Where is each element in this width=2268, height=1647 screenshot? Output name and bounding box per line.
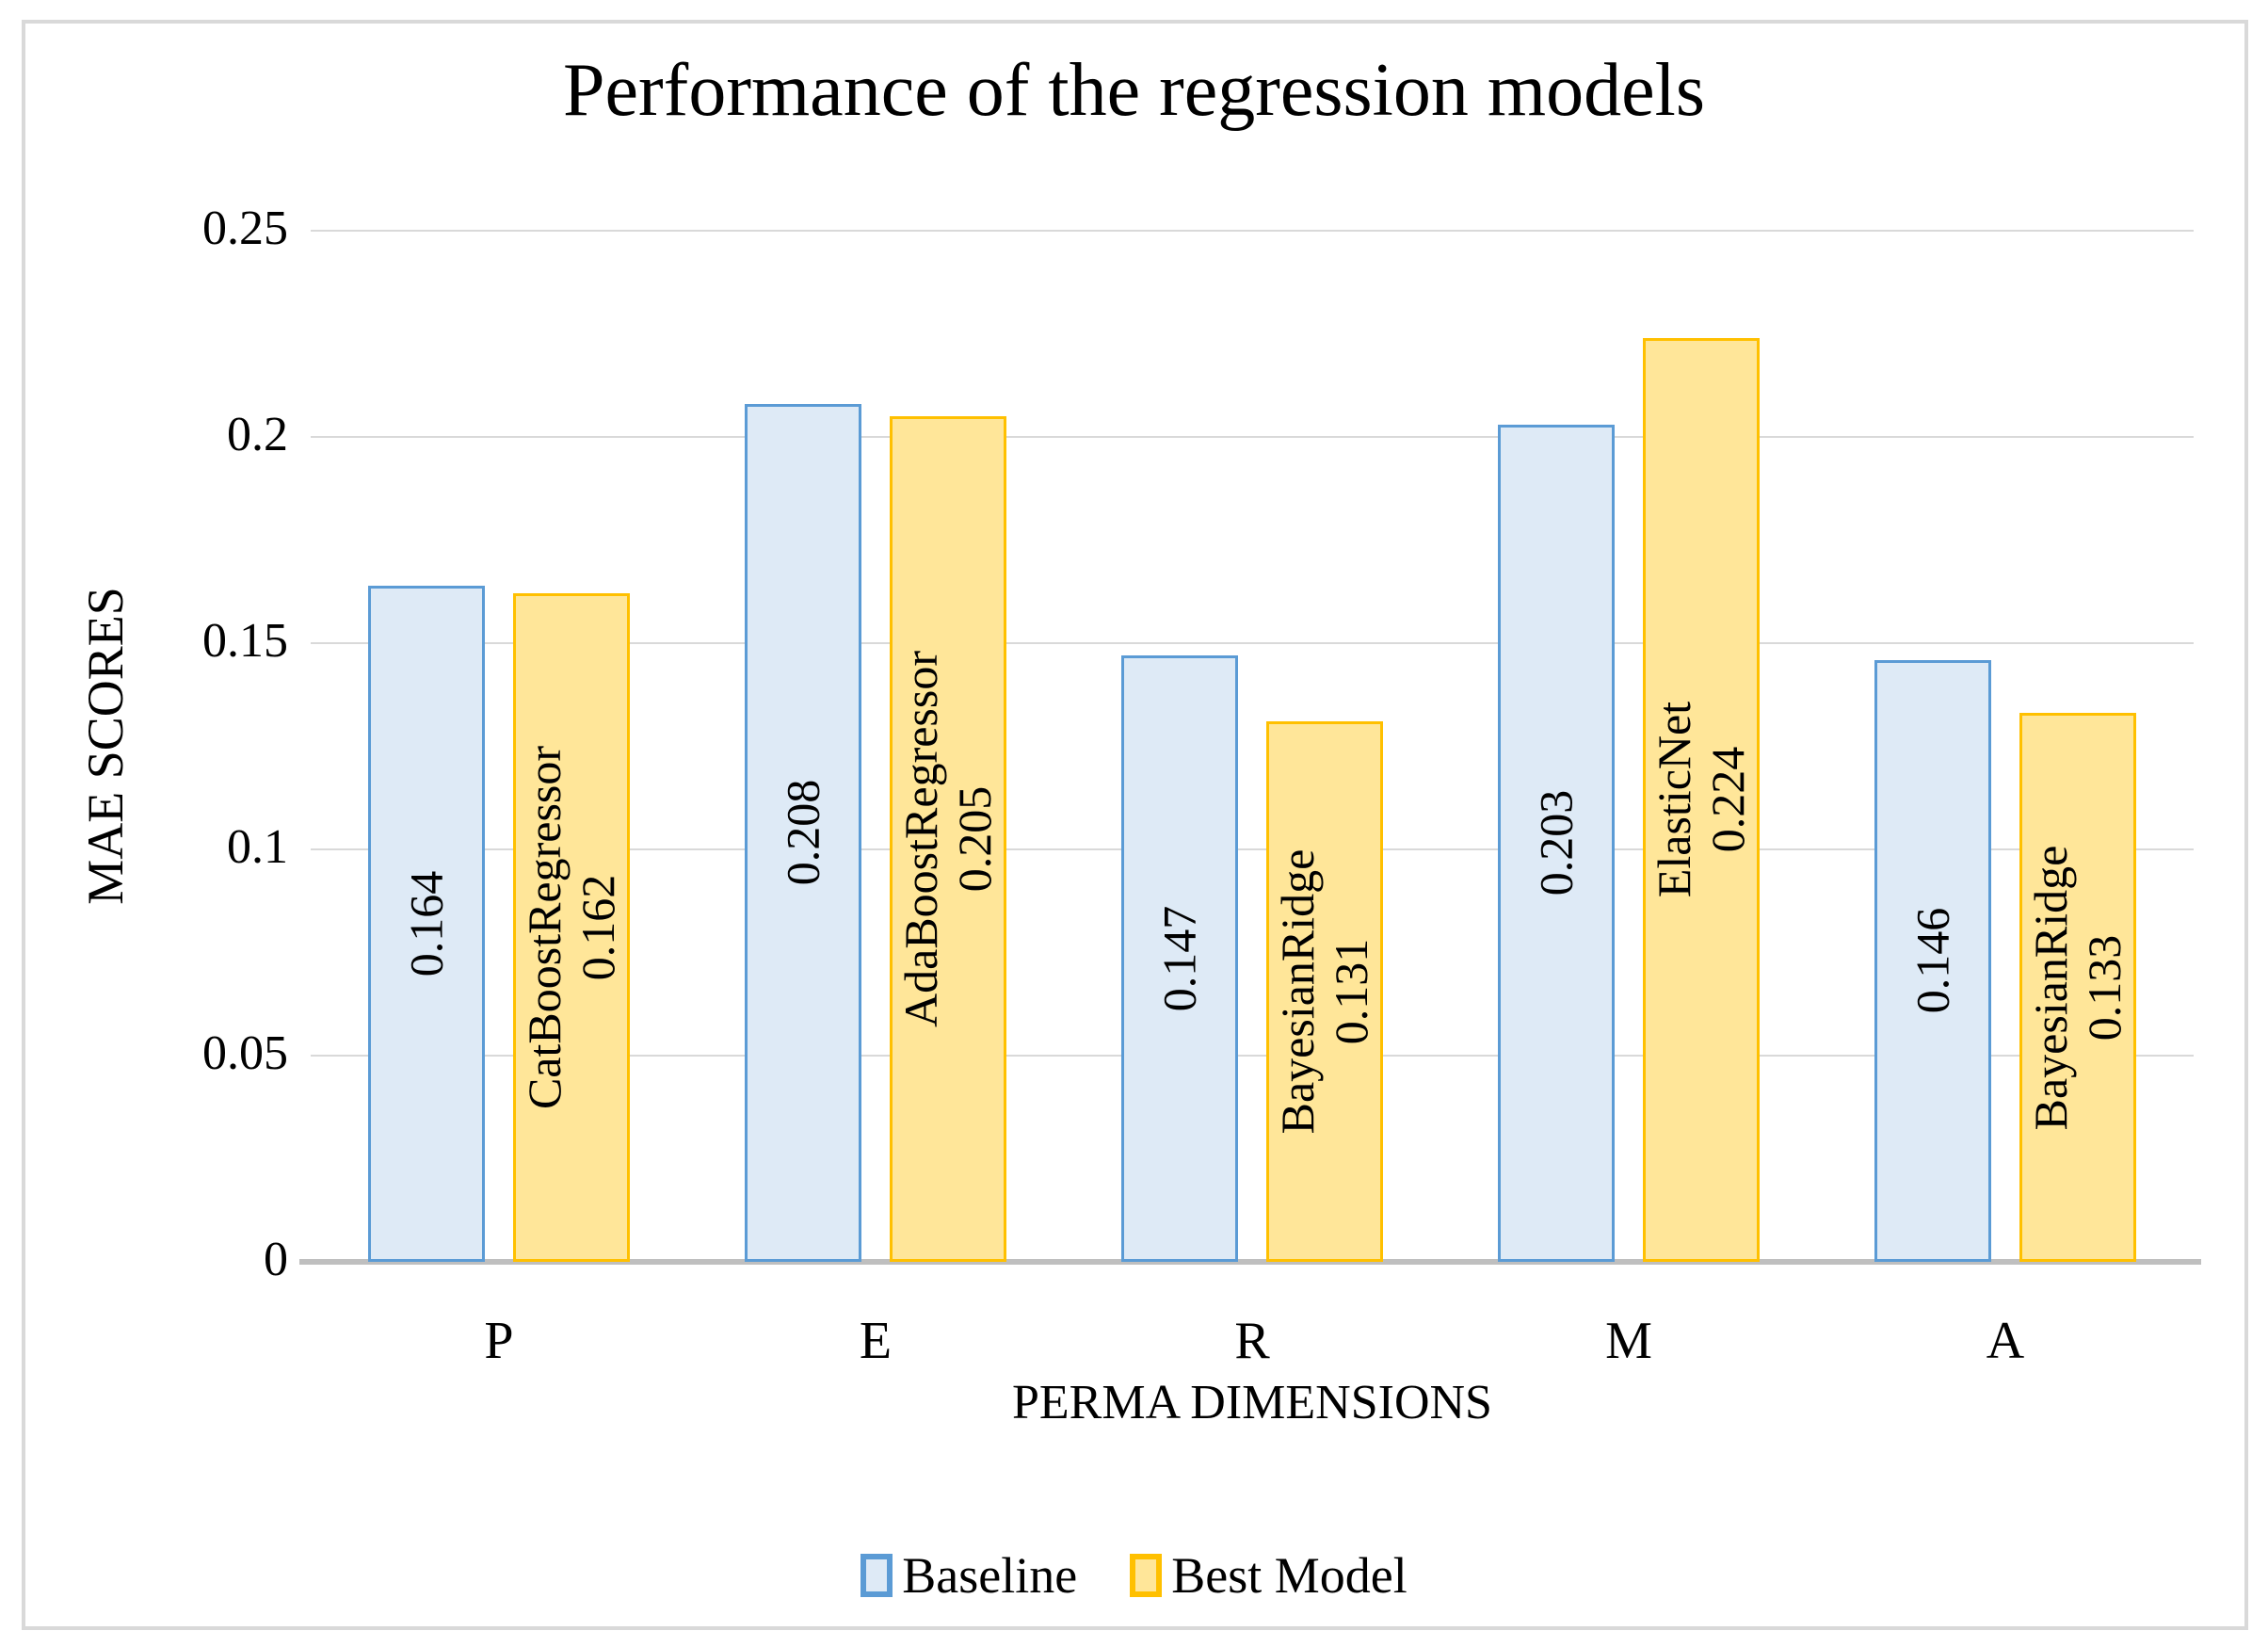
bar-label-M-1: ElasticNet 0.224 <box>1648 702 1755 897</box>
bar-baseline-E: 0.208 <box>745 403 861 1262</box>
bar-label-P-0: 0.164 <box>400 871 454 977</box>
bar-label-P-1: CatBoostRegressor 0.162 <box>518 746 625 1109</box>
bar-label-A-1: BayesianRidge 0.133 <box>2024 845 2131 1130</box>
category-label-A: A <box>1986 1312 2025 1370</box>
bar-label-line: ElasticNet <box>1648 702 1700 898</box>
bar-best-model-E: AdaBoostRegressor 0.205 <box>890 416 1006 1262</box>
category-label-M: M <box>1605 1312 1652 1370</box>
y-tick-label-0.05: 0.05 <box>202 1026 288 1081</box>
bar-label-line: 0.162 <box>571 874 624 981</box>
bar-label-A-0: 0.146 <box>1906 908 1960 1014</box>
bar-label-line: BayesianRidge <box>2024 845 2077 1131</box>
chart-frame <box>22 20 2248 1630</box>
bar-baseline-A: 0.146 <box>1874 659 1991 1262</box>
bar-best-model-P: CatBoostRegressor 0.162 <box>513 593 630 1262</box>
bar-best-model-R: BayesianRidge 0.131 <box>1266 721 1383 1262</box>
legend: Baseline Best Model <box>0 1546 2268 1605</box>
y-tick-label-0.15: 0.15 <box>202 614 288 669</box>
category-label-P: P <box>484 1312 514 1370</box>
bar-label-line: 0.146 <box>1906 908 1959 1014</box>
bar-best-model-A: BayesianRidge 0.133 <box>2019 713 2136 1262</box>
gridline-0.15 <box>311 642 2194 644</box>
bar-label-line: 0.203 <box>1529 790 1583 896</box>
bar-baseline-R: 0.147 <box>1121 655 1238 1262</box>
bar-baseline-P: 0.164 <box>368 585 485 1262</box>
bar-label-line: 0.131 <box>1325 938 1377 1045</box>
gridline-0.05 <box>311 1055 2194 1057</box>
bar-best-model-M: ElasticNet 0.224 <box>1643 337 1760 1262</box>
bar-baseline-M: 0.203 <box>1498 424 1615 1262</box>
legend-label-best-model: Best Model <box>1171 1547 1407 1604</box>
bar-label-line: 0.133 <box>2078 934 2131 1041</box>
y-tick-label-0.25: 0.25 <box>202 202 288 256</box>
bar-label-line: 0.208 <box>776 780 829 886</box>
y-tick-label-0: 0 <box>264 1233 288 1287</box>
bar-label-R-1: BayesianRidge 0.131 <box>1271 849 1378 1135</box>
y-tick-label-0.1: 0.1 <box>227 820 288 875</box>
legend-label-baseline: Baseline <box>902 1547 1078 1604</box>
gridline-0.1 <box>311 848 2194 850</box>
gridline-0.25 <box>311 230 2194 232</box>
bar-label-line: CatBoostRegressor <box>518 746 571 1110</box>
bar-label-E-1: AdaBoostRegressor 0.205 <box>894 651 1002 1027</box>
x-axis-title: PERMA DIMENSIONS <box>1012 1376 1492 1429</box>
bar-label-line: 0.224 <box>1701 747 1754 853</box>
bar-label-R-0: 0.147 <box>1153 906 1207 1012</box>
bar-label-line: 0.205 <box>948 785 1001 893</box>
y-tick-label-0.2: 0.2 <box>227 408 288 462</box>
bar-label-M-0: 0.203 <box>1530 790 1584 896</box>
legend-item-baseline: Baseline <box>861 1546 1077 1605</box>
legend-swatch-best-model <box>1130 1554 1163 1597</box>
bar-label-line: 0.147 <box>1152 905 1206 1012</box>
bar-label-E-0: 0.208 <box>777 780 830 886</box>
x-axis-line <box>299 1259 2201 1265</box>
category-label-R: R <box>1234 1312 1270 1370</box>
category-label-E: E <box>859 1312 893 1370</box>
plot-area: 0.164 CatBoostRegressor 0.162 0.208 AdaBoost… <box>299 230 2201 1265</box>
bar-label-line: BayesianRidge <box>1271 848 1324 1135</box>
chart-title: Performance of the regression models <box>563 49 1705 132</box>
legend-swatch-baseline <box>861 1554 893 1597</box>
legend-item-best-model: Best Model <box>1130 1546 1407 1605</box>
bar-label-line: 0.164 <box>399 870 453 977</box>
gridline-0.2 <box>311 436 2194 438</box>
bar-label-line: AdaBoostRegressor <box>894 651 947 1028</box>
